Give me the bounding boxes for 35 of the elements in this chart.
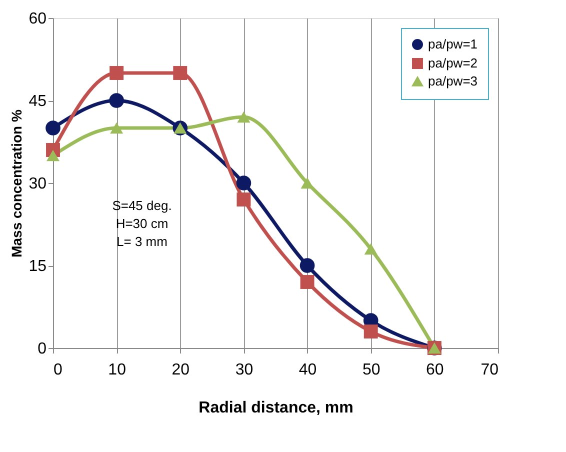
y-tick-label: 30 [28, 176, 47, 192]
y-tick-label: 15 [28, 258, 47, 275]
x-tick-label: 60 [426, 362, 444, 378]
point [110, 122, 124, 134]
x-axis-title: Radial distance, mm [198, 400, 354, 416]
x-tick-label: 0 [54, 362, 62, 378]
point [300, 275, 314, 289]
x-tick-label: 50 [362, 362, 380, 378]
point [110, 66, 124, 80]
y-tick-label: 60 [28, 10, 47, 28]
y-tick-label: 45 [28, 93, 47, 110]
point [364, 324, 378, 338]
point [109, 93, 124, 108]
point [237, 111, 250, 123]
x-tick-label: 30 [235, 362, 254, 378]
legend-label: pa/pw=3 [428, 74, 478, 88]
y-tick-label: 0 [38, 340, 47, 358]
annotation: S=45 deg. [112, 198, 172, 214]
x-tick-label: 40 [298, 362, 317, 378]
point [236, 176, 252, 190]
point [364, 243, 378, 255]
y-axis-title: Mass concentration % [8, 109, 25, 258]
x-tick-label: 70 [480, 362, 499, 378]
x-tick-label: 10 [108, 362, 126, 378]
point [300, 177, 314, 189]
legend-label: pa/pw=2 [428, 56, 478, 70]
annotation: H=30 cm [116, 216, 168, 232]
point [236, 192, 251, 206]
point [173, 66, 188, 80]
point [46, 120, 60, 136]
legend-label: pa/pw=1 [428, 36, 478, 52]
point [300, 258, 315, 273]
annotation: L= 3 mm [116, 234, 168, 250]
point [46, 150, 60, 162]
x-tick-label: 20 [172, 362, 190, 378]
